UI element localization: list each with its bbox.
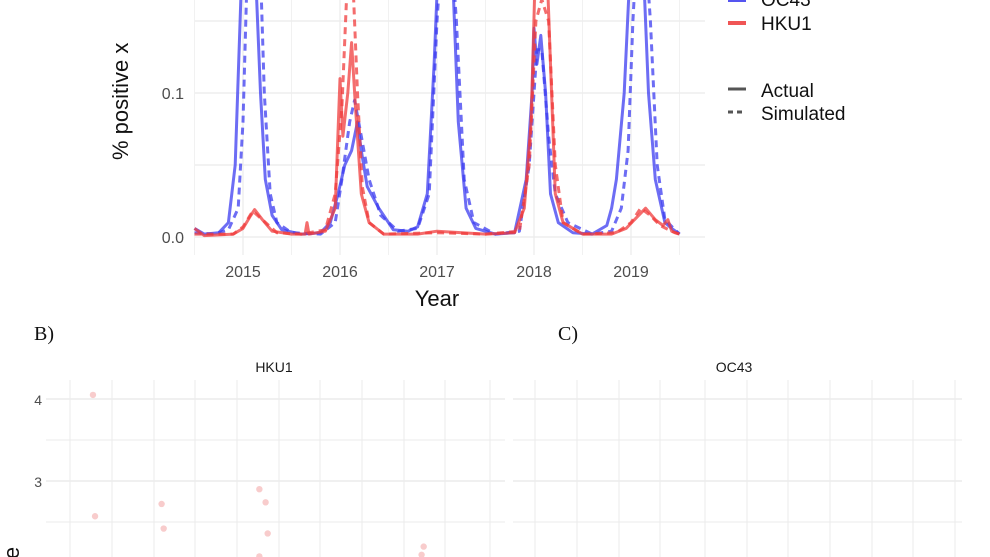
x-tick-label: 2019 bbox=[613, 264, 649, 281]
panel-b-y-ticks: 43 bbox=[34, 392, 42, 490]
x-tick-label: 2015 bbox=[225, 264, 261, 281]
panel-label-c: C) bbox=[558, 323, 578, 345]
series-line-oc43-simulated bbox=[194, 0, 681, 236]
data-point bbox=[91, 513, 99, 520]
data-point bbox=[420, 543, 427, 550]
x-tick-label: 2017 bbox=[419, 264, 455, 281]
x-axis-title: Year bbox=[415, 286, 459, 311]
data-point bbox=[160, 525, 167, 532]
series-line-hku1-simulated bbox=[194, 0, 680, 236]
panel-b-y-axis-title: Re bbox=[0, 547, 24, 557]
x-tick-label: 2016 bbox=[322, 264, 358, 281]
data-point bbox=[256, 553, 263, 557]
panel-label-b: B) bbox=[34, 323, 54, 345]
legend-label-simulated: Simulated bbox=[761, 104, 846, 125]
panel-c-scatter: OC43 bbox=[513, 359, 962, 557]
data-point bbox=[158, 500, 165, 508]
y-tick-label: 4 bbox=[34, 392, 42, 408]
legend-label-hku1: HKU1 bbox=[761, 14, 812, 35]
panel-b-scatter: HKU1 43 Re bbox=[0, 359, 505, 557]
facet-strip-hku1: HKU1 bbox=[255, 359, 293, 375]
data-point bbox=[89, 391, 97, 399]
data-point bbox=[256, 486, 263, 493]
facet-strip-oc43: OC43 bbox=[716, 359, 753, 375]
data-point bbox=[418, 551, 425, 557]
panel-a-x-ticks: 2015 2016 2017 2018 2019 bbox=[225, 264, 649, 281]
y-tick-label: 0.0 bbox=[162, 230, 184, 247]
y-tick-label: 3 bbox=[34, 474, 42, 490]
y-tick-label: 0.1 bbox=[162, 86, 184, 103]
panel-a-y-ticks: 0.0 0.1 bbox=[162, 86, 184, 247]
panel-b-points bbox=[89, 391, 427, 557]
panel-b-gridlines bbox=[46, 380, 505, 557]
legend-label-oc43: OC43 bbox=[761, 0, 811, 11]
x-tick-label: 2018 bbox=[516, 264, 552, 281]
legend: OC43 HKU1 Actual Simulated bbox=[728, 0, 846, 125]
data-point bbox=[262, 499, 269, 506]
panel-c-gridlines bbox=[513, 380, 962, 557]
y-axis-title: % positive x bbox=[108, 43, 133, 160]
panel-a-series bbox=[193, 0, 681, 238]
data-point bbox=[264, 530, 271, 537]
panel-a-time-series: 0.0 0.1 2015 2016 2017 2018 2019 % positive x… bbox=[108, 0, 846, 311]
legend-label-actual: Actual bbox=[761, 81, 814, 102]
series-line-oc43-actual bbox=[193, 0, 681, 236]
